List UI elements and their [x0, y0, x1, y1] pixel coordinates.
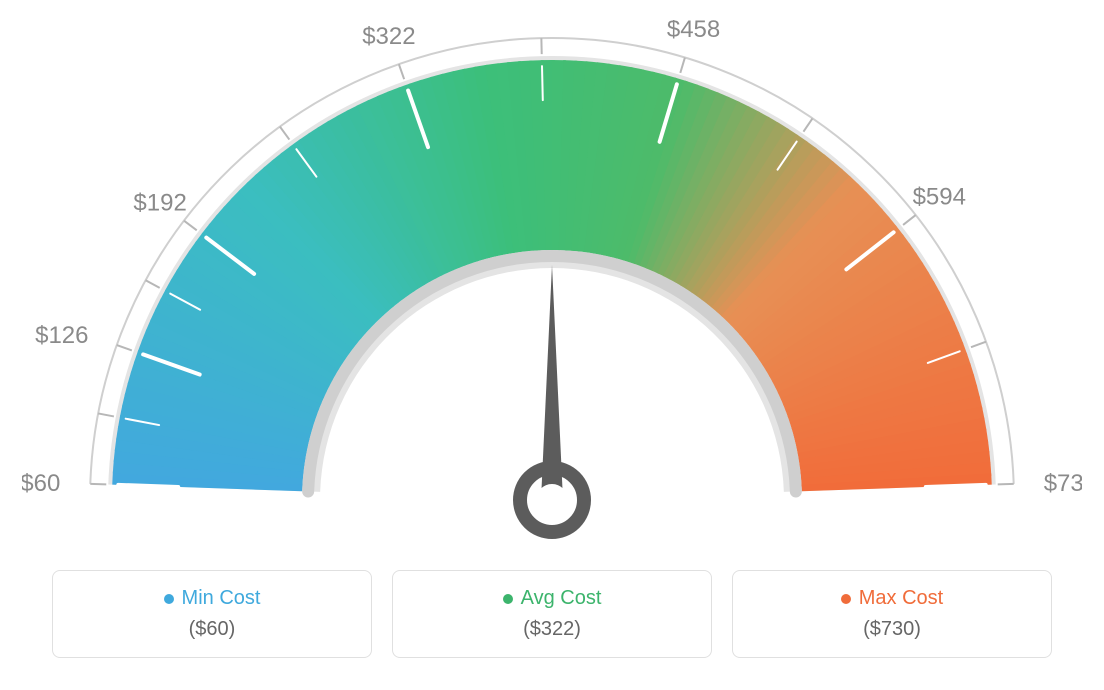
- svg-text:$594: $594: [913, 184, 966, 211]
- legend-label-max: Max Cost: [859, 587, 943, 610]
- svg-text:$458: $458: [667, 20, 720, 43]
- legend-card-max: Max Cost ($730): [732, 570, 1052, 658]
- legend-card-avg: Avg Cost ($322): [392, 570, 712, 658]
- svg-text:$322: $322: [362, 23, 415, 50]
- svg-text:$126: $126: [35, 322, 88, 349]
- legend-label-row: Min Cost: [77, 587, 347, 610]
- cost-gauge-chart: $60 $126 $192 $322 $458 $594 $730: [22, 20, 1082, 540]
- legend-card-min: Min Cost ($60): [52, 570, 372, 658]
- svg-text:$60: $60: [22, 470, 60, 497]
- legend-label-row: Avg Cost: [417, 587, 687, 610]
- legend-value-avg: ($322): [417, 618, 687, 641]
- legend-label-min: Min Cost: [182, 587, 261, 610]
- legend-dot-max: [841, 594, 851, 604]
- legend-label-avg: Avg Cost: [521, 587, 602, 610]
- svg-text:$192: $192: [133, 190, 186, 217]
- svg-text:$730: $730: [1044, 470, 1082, 497]
- legend-dot-min: [164, 594, 174, 604]
- legend-value-max: ($730): [757, 618, 1027, 641]
- legend-value-min: ($60): [77, 618, 347, 641]
- legend-row: Min Cost ($60) Avg Cost ($322) Max Cost …: [20, 570, 1084, 658]
- legend-dot-avg: [503, 594, 513, 604]
- gauge-svg: $60 $126 $192 $322 $458 $594 $730: [22, 20, 1082, 540]
- legend-label-row: Max Cost: [757, 587, 1027, 610]
